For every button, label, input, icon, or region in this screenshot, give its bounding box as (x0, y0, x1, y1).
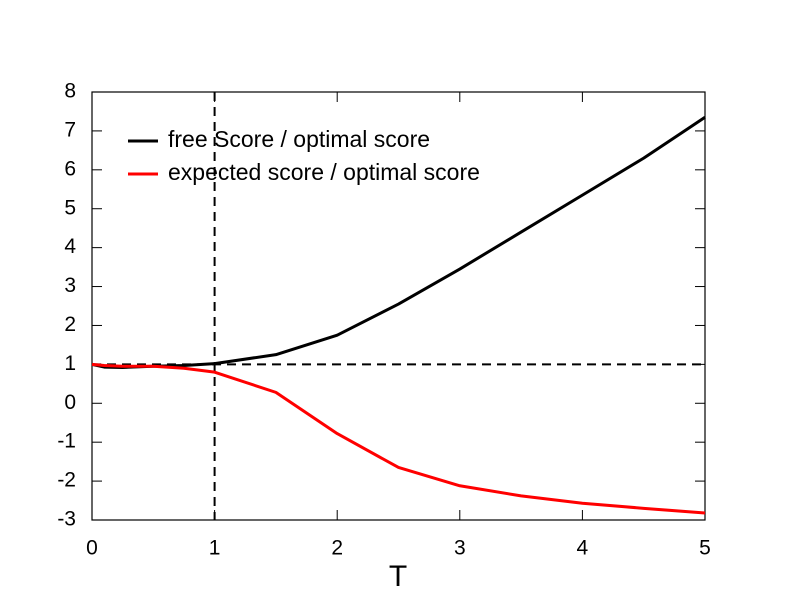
y-tick-label: 0 (64, 391, 76, 414)
legend-label: expected score / optimal score (168, 159, 480, 185)
x-tick-label: 1 (209, 537, 221, 560)
x-tick-label: 5 (699, 537, 711, 560)
y-tick-label: 4 (64, 235, 76, 258)
y-tick-label: 3 (64, 274, 76, 297)
y-tick-label: -2 (57, 469, 76, 492)
plot-frame (91, 91, 706, 521)
data-line (91, 362, 706, 515)
x-tick-label: 4 (577, 537, 589, 560)
y-tick-label: 8 (64, 80, 76, 103)
x-tick-label: 0 (86, 537, 98, 560)
y-tick-label: 5 (64, 196, 76, 219)
y-tick-label: -3 (57, 508, 76, 531)
y-tick-label: 2 (64, 313, 76, 336)
y-tick-label: -1 (57, 430, 76, 453)
y-tick-label: 6 (64, 157, 76, 180)
legend-label: free Score / optimal score (168, 126, 430, 152)
y-tick-label: 7 (64, 118, 76, 141)
data-line (91, 116, 706, 369)
y-tick-label: 1 (64, 352, 76, 375)
x-axis-label: T (389, 560, 407, 593)
x-tick-label: 2 (331, 537, 343, 560)
x-tick-label: 3 (454, 537, 466, 560)
